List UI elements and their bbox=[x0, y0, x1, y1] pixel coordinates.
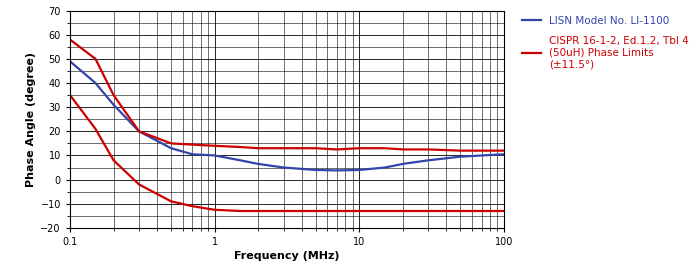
LISN Model No. LI-1100 bbox=[399, 162, 407, 166]
LISN Model No. LI-1100 bbox=[500, 153, 508, 156]
LISN Model No. LI-1100 bbox=[456, 155, 465, 158]
LISN Model No. LI-1100 bbox=[355, 168, 363, 171]
CISPR 16-1-2, Ed.1.2, Tbl 4
(50uH) Phase Limits
(±11.5°) bbox=[456, 209, 465, 213]
CISPR 16-1-2, Ed.1.2, Tbl 4
(50uH) Phase Limits
(±11.5°) bbox=[167, 200, 175, 203]
CISPR 16-1-2, Ed.1.2, Tbl 4
(50uH) Phase Limits
(±11.5°) bbox=[355, 209, 363, 213]
CISPR 16-1-2, Ed.1.2, Tbl 4
(50uH) Phase Limits
(±11.5°) bbox=[109, 159, 118, 162]
Y-axis label: Phase Angle (degree): Phase Angle (degree) bbox=[27, 52, 36, 187]
CISPR 16-1-2, Ed.1.2, Tbl 4
(50uH) Phase Limits
(±11.5°) bbox=[500, 209, 508, 213]
CISPR 16-1-2, Ed.1.2, Tbl 4
(50uH) Phase Limits
(±11.5°) bbox=[312, 209, 320, 213]
LISN Model No. LI-1100 bbox=[188, 153, 197, 156]
CISPR 16-1-2, Ed.1.2, Tbl 4
(50uH) Phase Limits
(±11.5°) bbox=[236, 209, 244, 213]
Line: CISPR 16-1-2, Ed.1.2, Tbl 4
(50uH) Phase Limits
(±11.5°): CISPR 16-1-2, Ed.1.2, Tbl 4 (50uH) Phase… bbox=[70, 95, 504, 211]
LISN Model No. LI-1100 bbox=[236, 159, 244, 162]
CISPR 16-1-2, Ed.1.2, Tbl 4
(50uH) Phase Limits
(±11.5°) bbox=[188, 205, 197, 208]
Line: LISN Model No. LI-1100: LISN Model No. LI-1100 bbox=[70, 61, 504, 170]
LISN Model No. LI-1100 bbox=[381, 166, 389, 169]
CISPR 16-1-2, Ed.1.2, Tbl 4
(50uH) Phase Limits
(±11.5°) bbox=[66, 94, 74, 97]
CISPR 16-1-2, Ed.1.2, Tbl 4
(50uH) Phase Limits
(±11.5°) bbox=[254, 209, 262, 213]
CISPR 16-1-2, Ed.1.2, Tbl 4
(50uH) Phase Limits
(±11.5°) bbox=[91, 127, 99, 130]
LISN Model No. LI-1100 bbox=[332, 169, 341, 172]
LISN Model No. LI-1100 bbox=[109, 103, 118, 106]
LISN Model No. LI-1100 bbox=[167, 147, 175, 150]
CISPR 16-1-2, Ed.1.2, Tbl 4
(50uH) Phase Limits
(±11.5°) bbox=[399, 209, 407, 213]
LISN Model No. LI-1100 bbox=[424, 159, 433, 162]
CISPR 16-1-2, Ed.1.2, Tbl 4
(50uH) Phase Limits
(±11.5°) bbox=[424, 209, 433, 213]
LISN Model No. LI-1100 bbox=[211, 154, 219, 157]
LISN Model No. LI-1100 bbox=[254, 162, 262, 166]
CISPR 16-1-2, Ed.1.2, Tbl 4
(50uH) Phase Limits
(±11.5°) bbox=[211, 208, 219, 211]
LISN Model No. LI-1100 bbox=[91, 81, 99, 85]
CISPR 16-1-2, Ed.1.2, Tbl 4
(50uH) Phase Limits
(±11.5°) bbox=[332, 209, 341, 213]
LISN Model No. LI-1100 bbox=[66, 60, 74, 63]
CISPR 16-1-2, Ed.1.2, Tbl 4
(50uH) Phase Limits
(±11.5°) bbox=[381, 209, 389, 213]
LISN Model No. LI-1100 bbox=[312, 168, 320, 171]
LISN Model No. LI-1100 bbox=[279, 166, 288, 169]
Legend: LISN Model No. LI-1100, CISPR 16-1-2, Ed.1.2, Tbl 4
(50uH) Phase Limits
(±11.5°): LISN Model No. LI-1100, CISPR 16-1-2, Ed… bbox=[522, 16, 689, 69]
LISN Model No. LI-1100 bbox=[135, 130, 143, 133]
CISPR 16-1-2, Ed.1.2, Tbl 4
(50uH) Phase Limits
(±11.5°) bbox=[135, 183, 143, 186]
CISPR 16-1-2, Ed.1.2, Tbl 4
(50uH) Phase Limits
(±11.5°) bbox=[279, 209, 288, 213]
X-axis label: Frequency (MHz): Frequency (MHz) bbox=[234, 251, 340, 261]
